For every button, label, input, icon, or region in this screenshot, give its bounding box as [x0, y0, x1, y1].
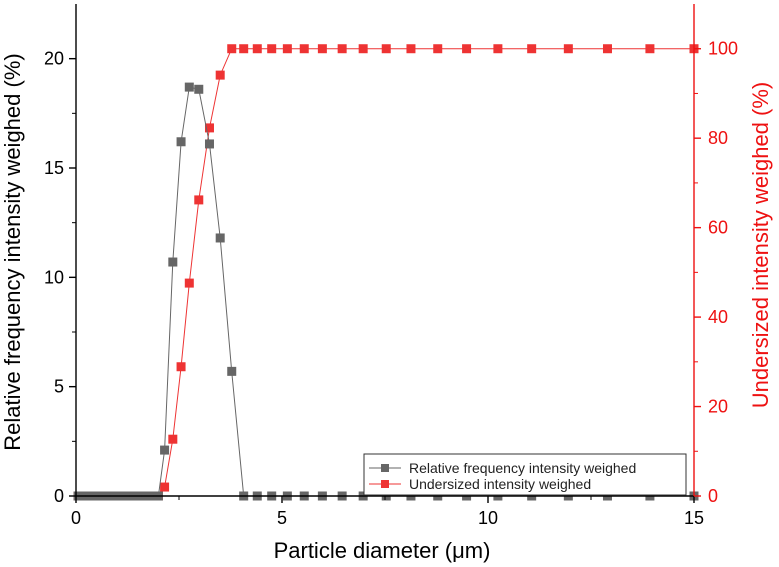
- plot-frame: [75, 4, 695, 497]
- undersized-point: [493, 44, 503, 54]
- undersized-point: [645, 44, 655, 54]
- relative-frequency-point: [160, 445, 170, 455]
- y-right-tick-label: 80: [708, 128, 728, 148]
- y-axis-left: 0 5 10 15 20: [44, 49, 76, 506]
- undersized-point: [317, 44, 327, 54]
- legend-label-undersized: Undersized intensity weighed: [409, 476, 591, 492]
- undersized-point: [381, 44, 391, 54]
- relative-frequency-point: [184, 82, 194, 92]
- undersized-point: [527, 44, 537, 54]
- undersized-point: [602, 44, 612, 54]
- relative-frequency-point: [215, 233, 225, 243]
- y-right-tick-label: 20: [708, 397, 728, 417]
- undersized-point: [358, 44, 368, 54]
- x-tick-label: 0: [71, 508, 81, 528]
- undersized-point: [168, 434, 178, 444]
- x-axis-title: Particle diameter (μm): [274, 538, 491, 563]
- relative-frequency-point: [176, 137, 186, 147]
- undersized-point: [176, 362, 186, 372]
- relative-frequency-line: [78, 86, 694, 497]
- x-tick-label: 5: [277, 508, 287, 528]
- y-left-tick-label: 20: [44, 49, 64, 69]
- undersized-line: [78, 48, 694, 497]
- relative-frequency-point: [227, 366, 237, 376]
- undersized-point: [184, 278, 194, 288]
- x-axis: 0 5 10 15: [71, 496, 704, 528]
- series-undersized-layer: [73, 44, 699, 501]
- y-axis-left-title: Relative frequency intensity weighed (%): [0, 53, 25, 450]
- y-axis-right: 0 20 40 60 80 100: [694, 39, 738, 506]
- undersized-point: [215, 70, 225, 80]
- y-left-tick-label: 10: [44, 267, 64, 287]
- undersized-point: [406, 44, 416, 54]
- y-right-tick-label: 60: [708, 218, 728, 238]
- y-left-tick-label: 15: [44, 158, 64, 178]
- series-relative-frequency-layer: [73, 82, 699, 501]
- undersized-point: [239, 44, 249, 54]
- y-axis-right-title: Undersized intensity weighed (%): [748, 82, 773, 409]
- undersized-point: [227, 44, 237, 54]
- undersized-point: [194, 195, 204, 205]
- legend: Relative frequency intensity weighed Und…: [363, 453, 687, 496]
- x-tick-label: 15: [684, 508, 704, 528]
- y-right-tick-label: 100: [708, 39, 738, 59]
- x-tick-label: 10: [478, 508, 498, 528]
- undersized-point: [204, 123, 214, 133]
- undersized-point: [563, 44, 573, 54]
- undersized-point: [462, 44, 472, 54]
- undersized-point: [282, 44, 292, 54]
- undersized-point: [433, 44, 443, 54]
- relative-frequency-point: [168, 257, 178, 267]
- legend-marker-undersized: [381, 480, 389, 488]
- undersized-point: [299, 44, 309, 54]
- legend-box: [363, 453, 687, 496]
- y-right-tick-label: 0: [708, 486, 718, 506]
- relative-frequency-point: [204, 139, 214, 149]
- undersized-point: [160, 482, 170, 492]
- relative-frequency-point: [194, 84, 204, 94]
- undersized-point: [252, 44, 262, 54]
- undersized-point: [267, 44, 277, 54]
- undersized-point: [337, 44, 347, 54]
- legend-marker-relative-frequency: [381, 464, 389, 472]
- legend-label-relative-frequency: Relative frequency intensity weighed: [409, 460, 636, 476]
- y-left-tick-label: 0: [54, 486, 64, 506]
- y-left-tick-label: 5: [54, 377, 64, 397]
- y-right-tick-label: 40: [708, 307, 728, 327]
